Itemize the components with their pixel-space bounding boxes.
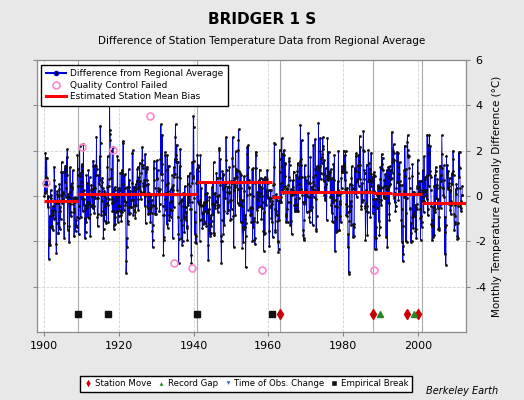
Text: Difference of Station Temperature Data from Regional Average: Difference of Station Temperature Data f… bbox=[99, 36, 425, 46]
Legend: Station Move, Record Gap, Time of Obs. Change, Empirical Break: Station Move, Record Gap, Time of Obs. C… bbox=[80, 376, 412, 392]
Y-axis label: Monthly Temperature Anomaly Difference (°C): Monthly Temperature Anomaly Difference (… bbox=[492, 75, 502, 317]
Legend: Difference from Regional Average, Quality Control Failed, Estimated Station Mean: Difference from Regional Average, Qualit… bbox=[41, 64, 228, 106]
Text: BRIDGER 1 S: BRIDGER 1 S bbox=[208, 12, 316, 27]
Text: Berkeley Earth: Berkeley Earth bbox=[425, 386, 498, 396]
